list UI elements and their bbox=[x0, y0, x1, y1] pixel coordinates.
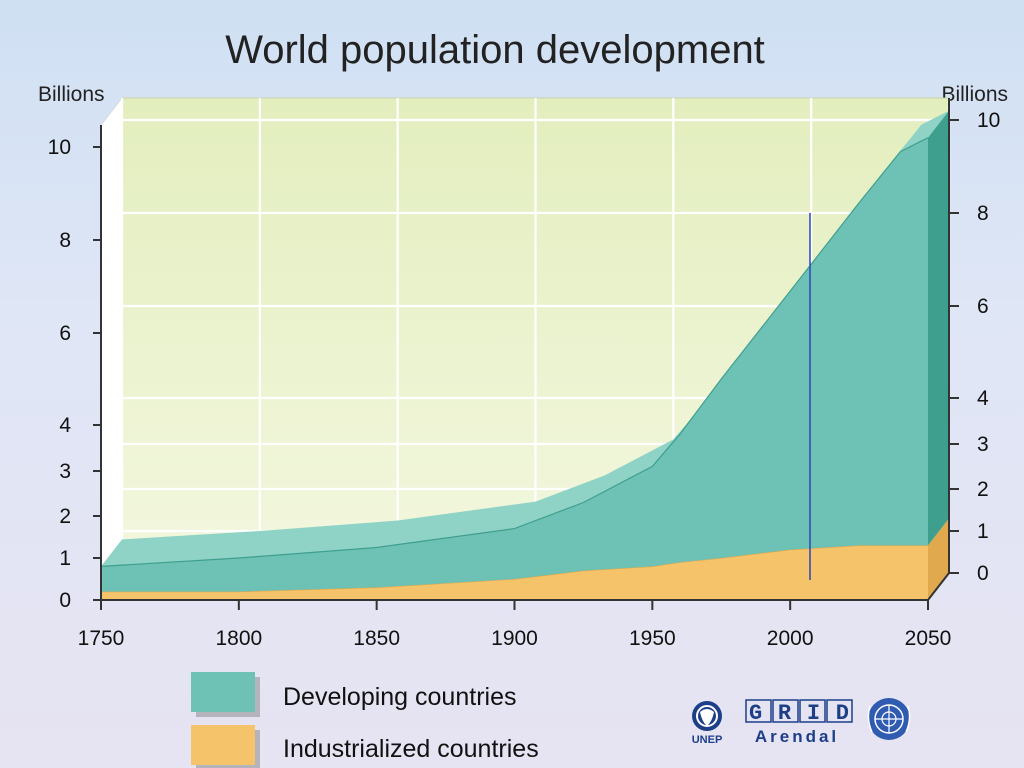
gridline-h-side bbox=[100, 305, 123, 334]
tick-labels: 0 1 2 3 4 6 8 10 0 1 2 3 4 6 8 10 1750 1800 1850 1900 1950 20… bbox=[48, 109, 1001, 650]
x-tick-label: 1850 bbox=[353, 627, 400, 650]
y-tick-label-right: 1 bbox=[977, 520, 989, 543]
y-tick-label-right: 8 bbox=[977, 202, 989, 225]
unep-logo: UNEP bbox=[692, 701, 723, 746]
x-tick-label: 1950 bbox=[629, 627, 676, 650]
legend-item-developing: Developing countries bbox=[191, 672, 516, 717]
arendal-logo-text: Arendal bbox=[755, 727, 839, 746]
grid-arendal-logo: GRID Arendal bbox=[745, 699, 853, 746]
y-tick-label-left: 10 bbox=[48, 136, 71, 159]
data-areas bbox=[100, 110, 949, 600]
legend-swatch-industrialized bbox=[191, 725, 255, 765]
gridline-h-side bbox=[100, 488, 123, 517]
unep-logo-text: UNEP bbox=[692, 734, 723, 746]
y-axis-unit-right: Billions bbox=[941, 83, 1008, 106]
y-tick-label-right: 3 bbox=[977, 433, 989, 456]
y-tick-label-left: 2 bbox=[59, 505, 71, 528]
x-tick-label: 1900 bbox=[491, 627, 538, 650]
side-wall bbox=[100, 96, 123, 602]
y-tick-label-left: 8 bbox=[59, 229, 71, 252]
legend-label-developing: Developing countries bbox=[283, 683, 516, 711]
area-0 bbox=[101, 545, 928, 600]
x-tick-label: 2050 bbox=[905, 627, 952, 650]
gridline-h-side bbox=[100, 443, 123, 472]
series-line-1 bbox=[100, 137, 929, 567]
gridline-h-side bbox=[100, 212, 123, 241]
x-tick-label: 2000 bbox=[767, 627, 814, 650]
y-tick-label-right: 0 bbox=[977, 562, 989, 585]
y-tick-label-left: 4 bbox=[59, 414, 71, 437]
legend-item-industrialized: Industrialized countries bbox=[191, 725, 539, 768]
y-tick-label-left: 1 bbox=[59, 547, 71, 570]
logos: UNEP GRID Arendal bbox=[692, 698, 911, 746]
legend-swatch-developing bbox=[191, 672, 255, 712]
legend-label-industrialized: Industrialized countries bbox=[283, 735, 539, 763]
y-tick-label-right: 10 bbox=[977, 109, 1000, 132]
axis-corner bbox=[927, 572, 950, 601]
chart-title: World population development bbox=[225, 28, 765, 72]
x-tick-label: 1800 bbox=[215, 627, 262, 650]
x-tick-label: 1750 bbox=[78, 627, 125, 650]
y-tick-label-left: 6 bbox=[59, 322, 71, 345]
legend: Developing countries Industrialized coun… bbox=[191, 672, 539, 768]
gridline-h-side bbox=[100, 119, 123, 148]
y-tick-label-right: 4 bbox=[977, 387, 989, 410]
un-emblem-icon bbox=[867, 698, 911, 740]
y-tick-label-right: 2 bbox=[977, 478, 989, 501]
gridline-h-side bbox=[100, 397, 123, 426]
y-tick-label-left: 0 bbox=[59, 589, 71, 612]
area-1 bbox=[101, 137, 928, 592]
y-tick-label-left: 3 bbox=[59, 460, 71, 483]
area-side-1 bbox=[928, 110, 949, 546]
y-axis-unit-left: Billions bbox=[38, 83, 105, 106]
y-tick-label-right: 6 bbox=[977, 295, 989, 318]
gridline-h-side bbox=[100, 530, 123, 559]
